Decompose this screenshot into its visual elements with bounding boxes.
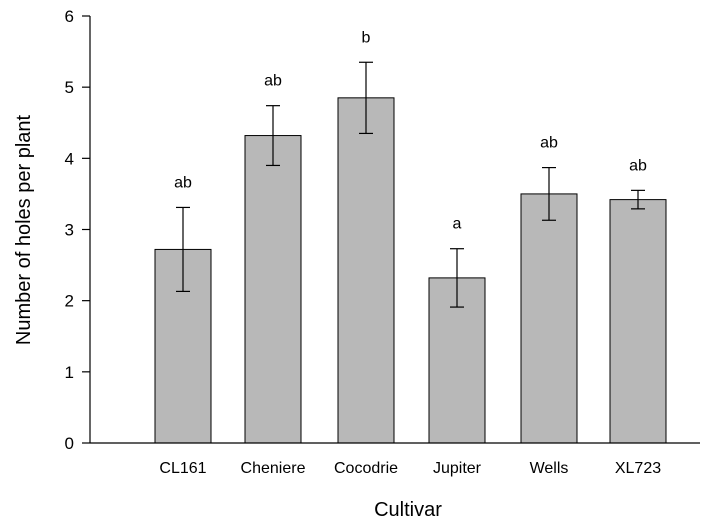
- y-tick-label: 0: [65, 434, 74, 453]
- y-tick-label: 1: [65, 363, 74, 382]
- y-axis-title: Number of holes per plant: [13, 115, 35, 346]
- y-tick-label: 4: [65, 149, 74, 168]
- y-tick-label: 6: [65, 7, 74, 26]
- significance-label-jupiter: a: [453, 216, 462, 233]
- y-tick-label: 2: [65, 292, 74, 311]
- significance-label-cl161: ab: [174, 174, 192, 191]
- significance-label-xl723: ab: [629, 157, 647, 174]
- x-tick-label: CL161: [159, 460, 206, 477]
- x-axis-title: Cultivar: [374, 499, 442, 521]
- bar-wells: [520, 193, 578, 444]
- x-tick-label: Jupiter: [433, 460, 482, 477]
- significance-label-cheniere: ab: [264, 73, 282, 90]
- significance-label-cocodrie: b: [362, 29, 371, 46]
- bar-xl723: [609, 199, 667, 444]
- significance-label-wells: ab: [540, 135, 558, 152]
- bar-cheniere: [244, 135, 302, 444]
- x-tick-label: Wells: [530, 460, 569, 477]
- x-tick-label: XL723: [615, 460, 661, 477]
- bar-cocodrie: [337, 97, 395, 444]
- y-tick-label: 3: [65, 221, 74, 240]
- x-tick-label: Cheniere: [241, 460, 306, 477]
- y-tick-label: 5: [65, 78, 74, 97]
- x-tick-label: Cocodrie: [334, 460, 398, 477]
